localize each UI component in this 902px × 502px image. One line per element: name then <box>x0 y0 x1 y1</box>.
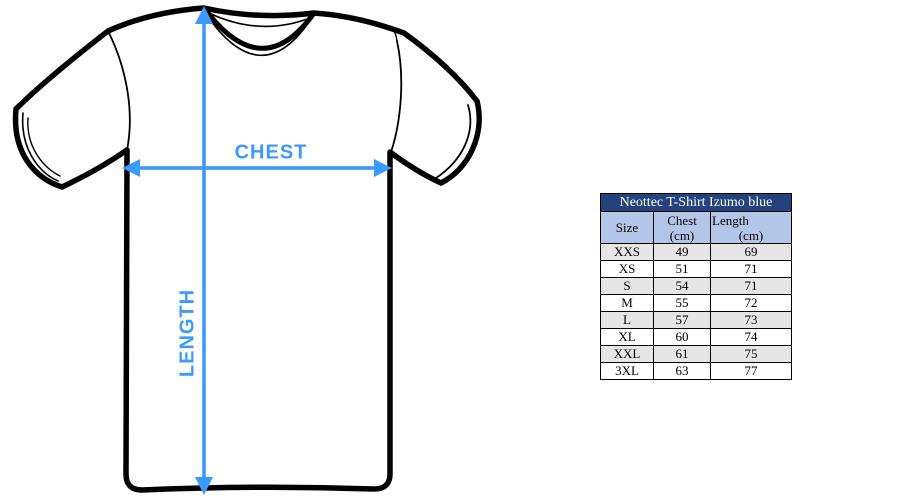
chest-cell: 61 <box>653 345 711 363</box>
length-cell: 72 <box>710 294 792 312</box>
column-header-size: Size <box>600 211 654 244</box>
length-arrow <box>195 6 213 495</box>
table-row: XXS 49 69 <box>600 243 792 261</box>
size-cell: XL <box>600 328 654 346</box>
chest-cell: 49 <box>653 243 711 261</box>
table-row: 3XL 63 77 <box>600 362 792 380</box>
table-row: M 55 72 <box>600 294 792 312</box>
length-cell: 69 <box>710 243 792 261</box>
length-cell: 71 <box>710 260 792 278</box>
chest-arrow <box>122 159 392 177</box>
table-header-row: Size Chest (cm) Length (cm) <box>600 211 792 244</box>
column-header-chest-line2: (cm) <box>669 227 695 243</box>
column-header-length-line1: Length <box>712 212 749 228</box>
chest-cell: 60 <box>653 328 711 346</box>
length-measure-label: LENGTH <box>176 288 199 378</box>
chest-cell: 54 <box>653 277 711 295</box>
table-row: XS 51 71 <box>600 260 792 278</box>
chest-cell: 55 <box>653 294 711 312</box>
size-cell: S <box>600 277 654 295</box>
size-cell: L <box>600 311 654 329</box>
column-header-length: Length (cm) <box>710 211 792 244</box>
tshirt-outline <box>12 5 482 493</box>
length-cell: 75 <box>710 345 792 363</box>
size-cell: M <box>600 294 654 312</box>
table-row: XL 60 74 <box>600 328 792 346</box>
length-cell: 74 <box>710 328 792 346</box>
table-row: S 54 71 <box>600 277 792 295</box>
size-cell: XXS <box>600 243 654 261</box>
table-title-row: Neottec T-Shirt Izumo blue <box>600 193 792 212</box>
length-cell: 73 <box>710 311 792 329</box>
chest-measure-label: CHEST <box>234 141 308 164</box>
size-cell: 3XL <box>600 362 654 380</box>
column-header-length-line2: (cm) <box>738 227 764 243</box>
size-cell: XXL <box>600 345 654 363</box>
table-row: XXL 61 75 <box>600 345 792 363</box>
chest-cell: 57 <box>653 311 711 329</box>
size-cell: XS <box>600 260 654 278</box>
length-cell: 77 <box>710 362 792 380</box>
tshirt-diagram <box>12 5 482 495</box>
table-title: Neottec T-Shirt Izumo blue <box>600 193 792 212</box>
seam-lines <box>21 28 472 182</box>
chest-cell: 51 <box>653 260 711 278</box>
column-header-chest-line1: Chest <box>667 212 697 228</box>
size-chart-table: Neottec T-Shirt Izumo blue Size Chest (c… <box>600 193 792 380</box>
table-row: L 57 73 <box>600 311 792 329</box>
chest-cell: 63 <box>653 362 711 380</box>
collar <box>201 5 317 57</box>
length-cell: 71 <box>710 277 792 295</box>
column-header-chest: Chest (cm) <box>653 211 711 244</box>
